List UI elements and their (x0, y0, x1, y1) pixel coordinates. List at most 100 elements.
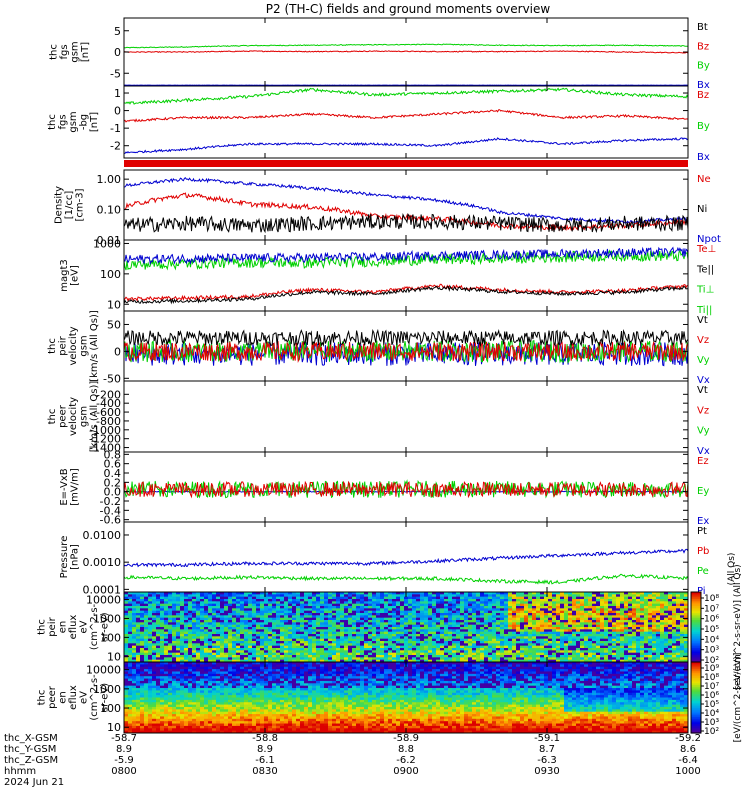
y-tick-label: 100 (100, 268, 121, 281)
y-tick-label: -800 (96, 415, 121, 428)
y-axis-label: peir (47, 616, 58, 636)
quality-bar (124, 160, 688, 167)
legend-Bt: Bt (697, 22, 708, 33)
y-tick-label: 0.4 (104, 467, 122, 480)
x-tick-label: 8.6 (680, 744, 696, 755)
colorbar-tick: 10⁶ (704, 691, 719, 701)
y-axis-label: thc (37, 619, 48, 635)
series-group-density (124, 177, 688, 234)
series-group-fgs_zoom (124, 87, 688, 154)
y-tick-label: 10 (107, 650, 121, 663)
y-tick-label: -2 (110, 140, 121, 153)
y-axis-label: thc (37, 690, 48, 706)
y-tick-label: 5 (114, 25, 121, 38)
y-axis-label: thc (47, 409, 58, 425)
y-tick-label: 0.01 (97, 234, 122, 247)
legend-Bx: Bx (697, 80, 710, 91)
y-tick-label: 1000 (93, 683, 121, 696)
y-tick-label: 0.0 (104, 486, 122, 499)
y-tick-label: 10 (107, 298, 121, 311)
colorbar-tick: 10⁸ (704, 673, 719, 683)
series-By (124, 87, 688, 105)
legend-Vy: Vy (697, 355, 710, 366)
y-axis-label: fgs (59, 44, 70, 59)
legend-Ez: Ez (697, 456, 709, 467)
legend-Npot: Npot (697, 234, 721, 245)
x-tick-label: 1000 (675, 766, 700, 777)
legend-Vz: Vz (697, 405, 709, 416)
series-Te⊥ (124, 283, 688, 302)
plot-title: P2 (TH-C) fields and ground moments over… (266, 2, 551, 16)
colorbar-tick: 10⁶ (704, 615, 719, 625)
x-axis-row-label: hhmm (4, 766, 36, 777)
y-axis-label: thc (47, 338, 58, 354)
y-tick-label: -1 (110, 122, 121, 135)
legend-Ti||: Ti|| (696, 305, 712, 316)
y-axis-label: thc (47, 114, 58, 130)
y-axis-label: (cm^2-s- (89, 674, 100, 721)
legend-Te||: Te|| (696, 264, 714, 275)
y-axis-label: eflux (68, 685, 79, 710)
y-tick-label: 0.0010 (83, 556, 122, 569)
x-tick-label: -59.1 (534, 733, 560, 744)
y-tick-label: -200 (96, 388, 121, 401)
y-tick-label: 50 (107, 318, 121, 331)
x-tick-label: 0800 (111, 766, 136, 777)
legend-Pt: Pt (697, 526, 707, 537)
y-axis-label: peir (58, 335, 69, 355)
y-tick-label: -0.6 (100, 514, 121, 527)
x-tick-label: -6.1 (255, 755, 275, 766)
y-axis-label: gsm (68, 111, 79, 132)
y-axis-label: [mV/m] (69, 468, 80, 506)
colorbar-tick: 10² (704, 656, 719, 666)
y-axis-label: sr-eV) (100, 612, 111, 641)
frame-peer_velocity (123, 380, 689, 453)
y-tick-label: 1 (114, 87, 121, 100)
y-tick-label: 0.0001 (83, 583, 122, 596)
y-axis-label: fgs (58, 114, 69, 129)
y-tick-label: 0.6 (104, 458, 122, 471)
y-axis-label: Density (54, 186, 65, 224)
y-tick-label: -5 (110, 67, 121, 80)
y-axis-label: thc (48, 44, 59, 60)
y-axis-label: en (58, 621, 69, 634)
series-group-temperature (124, 246, 688, 305)
y-axis-label: [nPa] (69, 544, 80, 570)
y-axis-label: velocity (68, 326, 79, 365)
x-tick-label: 0830 (252, 766, 277, 777)
colorbar-tick: 10² (704, 727, 719, 737)
legend-Vt: Vt (697, 315, 708, 326)
colorbar-tick: 10⁷ (704, 604, 719, 614)
y-axis-label: [km/s (All Qs)] (89, 381, 100, 453)
y-axis-label: -bg (79, 114, 90, 130)
y-axis-label: [1/cc] (64, 191, 75, 220)
x-tick-label: 0930 (534, 766, 559, 777)
y-tick-label: 10000 (86, 594, 121, 607)
y-tick-label: 0.8 (104, 448, 122, 461)
legend-Vt: Vt (697, 385, 708, 396)
y-axis-label: [eV] (69, 265, 80, 286)
y-tick-label: 0 (114, 46, 121, 59)
series-Npot (124, 177, 688, 224)
colorbar-tick: 10³ (704, 646, 719, 656)
x-axis-row-label: 2024 Jun 21 (4, 777, 64, 788)
legend-Ex: Ex (697, 516, 709, 527)
legend-Vx: Vx (697, 375, 710, 386)
y-tick-label: -50 (103, 372, 121, 385)
series-Vz (124, 340, 688, 364)
x-axis-row-label: thc_Z-GSM (4, 755, 58, 766)
legend-Bz: Bz (697, 90, 709, 101)
legend-Ne: Ne (697, 174, 711, 185)
colorbar-label: [eV/(cm^2-s-sr-eV)] (733, 653, 743, 743)
series-Te|| (124, 285, 688, 305)
series-Ni (124, 212, 688, 234)
y-axis-label: [km/s (All Qs)] (89, 310, 100, 382)
y-tick-label: -1400 (89, 442, 121, 455)
legend-By: By (697, 121, 710, 132)
y-tick-label: -1000 (89, 424, 121, 437)
x-tick-label: -58.9 (393, 733, 419, 744)
